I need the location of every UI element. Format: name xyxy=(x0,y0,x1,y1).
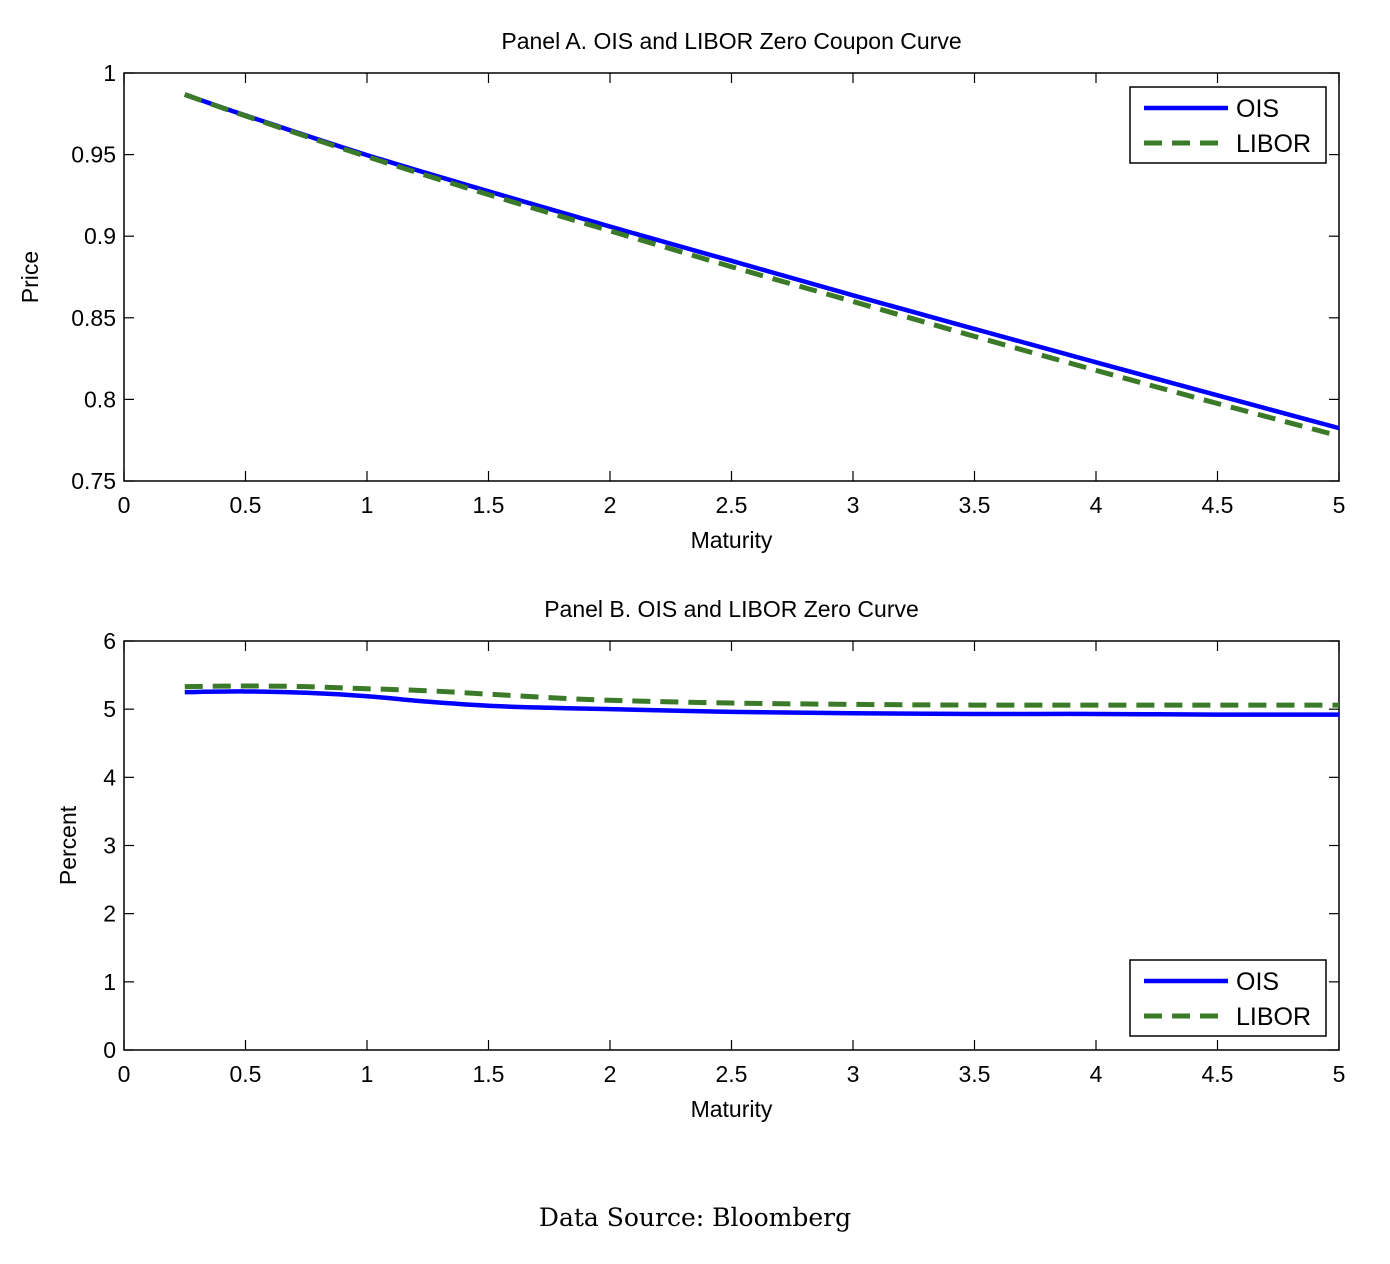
y-tick-label: 5 xyxy=(103,696,116,722)
panel-title: Panel B. OIS and LIBOR Zero Curve xyxy=(544,596,919,622)
y-axis-label: Price xyxy=(17,251,43,303)
x-tick-label: 1.5 xyxy=(473,1061,505,1087)
x-tick-label: 3.5 xyxy=(959,492,991,518)
x-tick-label: 0.5 xyxy=(230,1061,262,1087)
y-tick-label: 1 xyxy=(103,969,116,995)
data-source-caption: Data Source: Bloomberg xyxy=(538,1203,852,1232)
legend-box xyxy=(1129,959,1327,1037)
x-tick-label: 0 xyxy=(118,492,131,518)
y-tick-label: 3 xyxy=(103,833,116,859)
y-tick-label: 6 xyxy=(103,628,116,654)
legend-label-libor: LIBOR xyxy=(1236,130,1311,158)
series-line-libor xyxy=(183,92,1340,439)
panel-a: Panel A. OIS and LIBOR Zero Coupon Curve… xyxy=(17,28,1345,553)
x-tick-label: 3.5 xyxy=(959,1061,991,1087)
y-tick-label: 2 xyxy=(103,901,116,927)
x-tick-label: 0 xyxy=(118,1061,131,1087)
legend-box xyxy=(1129,86,1327,164)
x-axis-label: Maturity xyxy=(691,1096,773,1122)
y-tick-label: 0.95 xyxy=(71,142,116,168)
x-tick-label: 1.5 xyxy=(473,492,505,518)
y-tick-label: 0.85 xyxy=(71,305,116,331)
legend-label-libor: LIBOR xyxy=(1236,1003,1311,1031)
x-tick-label: 4.5 xyxy=(1202,492,1234,518)
panel-b: Panel B. OIS and LIBOR Zero Curve 0 0.5 1 1.… xyxy=(55,596,1345,1122)
x-tick-label: 4 xyxy=(1090,492,1103,518)
y-axis-label: Percent xyxy=(55,805,81,885)
y-tick-label: 0 xyxy=(103,1037,116,1063)
x-tick-label: 0.5 xyxy=(230,492,262,518)
x-tick-label: 2 xyxy=(604,492,617,518)
x-tick-label: 4.5 xyxy=(1202,1061,1234,1087)
y-tick-label: 4 xyxy=(103,764,116,790)
x-tick-label: 3 xyxy=(847,492,860,518)
x-tick-label: 2.5 xyxy=(716,1061,748,1087)
x-tick-label: 1 xyxy=(361,492,374,518)
x-tick-label: 5 xyxy=(1333,1061,1346,1087)
series-line-libor xyxy=(184,683,1339,708)
series-line-ois xyxy=(184,689,1340,717)
x-tick-label: 2 xyxy=(604,1061,617,1087)
y-tick-label: 0.9 xyxy=(84,223,116,249)
panel-title: Panel A. OIS and LIBOR Zero Coupon Curve xyxy=(501,28,961,54)
x-tick-label: 5 xyxy=(1333,492,1346,518)
y-tick-label: 0.8 xyxy=(84,386,116,412)
x-tick-label: 3 xyxy=(847,1061,860,1087)
legend-label-ois: OIS xyxy=(1236,968,1279,996)
legend-label-ois: OIS xyxy=(1236,95,1279,123)
x-axis-label: Maturity xyxy=(691,527,773,553)
x-tick-label: 4 xyxy=(1090,1061,1103,1087)
y-tick-label: 1 xyxy=(103,60,116,86)
x-tick-label: 2.5 xyxy=(716,492,748,518)
y-tick-label: 0.75 xyxy=(71,468,116,494)
x-tick-label: 1 xyxy=(361,1061,374,1087)
